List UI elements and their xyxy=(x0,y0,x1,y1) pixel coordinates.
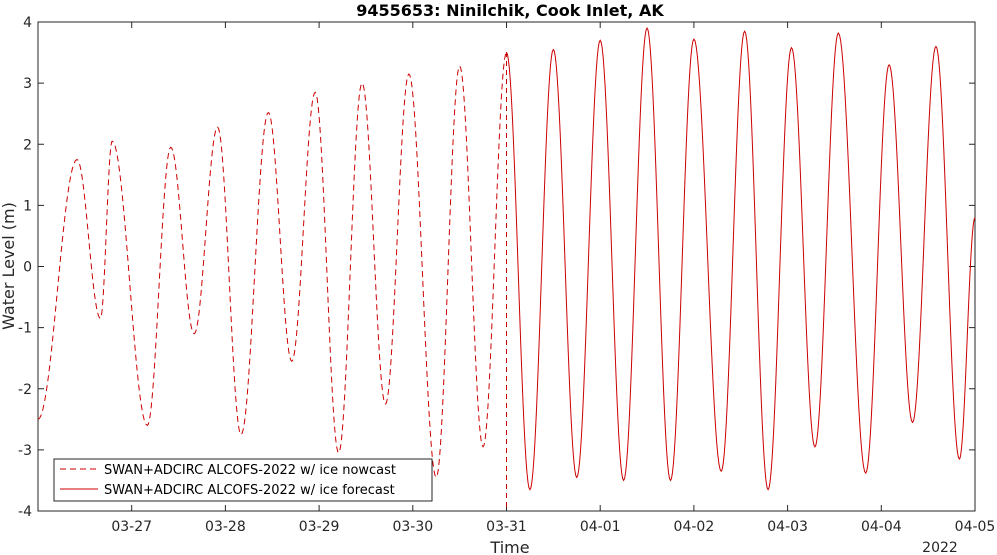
x-tick-label: 03-31 xyxy=(486,519,527,535)
x-tick-label: 03-29 xyxy=(299,519,340,535)
series-layer xyxy=(37,27,976,491)
legend-box xyxy=(53,458,433,502)
y-axis-label: Water Level (m) xyxy=(0,202,18,330)
x-tick-label: 04-04 xyxy=(861,519,902,535)
series-line-forecast xyxy=(506,27,976,491)
y-tick-label: -1 xyxy=(18,321,32,337)
x-tick-label: 03-28 xyxy=(205,519,246,535)
x-tick-label: 04-01 xyxy=(580,519,621,535)
y-tick-label: 2 xyxy=(23,137,32,153)
chart-title: 9455653: Ninilchik, Cook Inlet, AK xyxy=(356,1,664,20)
y-tick-label: 4 xyxy=(23,15,32,31)
x-tick-label: 03-30 xyxy=(392,519,433,535)
y-tick-label: 1 xyxy=(23,198,32,214)
x-tick-label: 04-05 xyxy=(955,519,996,535)
y-tick-label: -4 xyxy=(18,504,32,520)
series-line-nowcast xyxy=(37,52,507,479)
y-axis: -4 -3 -2 -1 0 1 2 3 4 xyxy=(18,15,975,520)
legend-label-nowcast: SWAN+ADCIRC ALCOFS-2022 w/ ice nowcast xyxy=(104,463,396,478)
y-tick-label: -3 xyxy=(18,443,32,459)
x-tick-label: 03-27 xyxy=(111,519,152,535)
x-axis: 03-27 03-28 03-29 03-30 03-31 04-01 04-02 04-03… xyxy=(111,22,995,535)
x-tick-label: 04-02 xyxy=(674,519,715,535)
y-tick-label: -2 xyxy=(18,382,32,398)
plot-area xyxy=(37,21,976,512)
x-axis-label: Time xyxy=(489,538,529,555)
legend-label-forecast: SWAN+ADCIRC ALCOFS-2022 w/ ice forecast xyxy=(104,483,395,498)
legend: SWAN+ADCIRC ALCOFS-2022 w/ ice nowcast S… xyxy=(53,458,433,502)
y-tick-label: 0 xyxy=(23,260,32,276)
x-tick-label: 04-03 xyxy=(767,519,808,535)
x-axis-year-label: 2022 xyxy=(922,540,958,555)
y-tick-label: 3 xyxy=(23,76,32,92)
